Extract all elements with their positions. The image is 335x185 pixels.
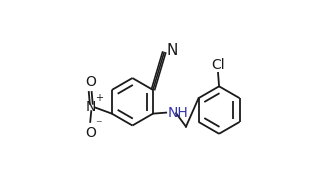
Text: ⁻: ⁻ [95,118,102,131]
Text: N: N [167,43,178,58]
Text: O: O [85,75,96,89]
Text: N: N [86,100,96,115]
Text: +: + [95,93,103,103]
Text: Cl: Cl [211,58,225,72]
Text: O: O [85,126,96,140]
Text: NH: NH [168,106,189,120]
